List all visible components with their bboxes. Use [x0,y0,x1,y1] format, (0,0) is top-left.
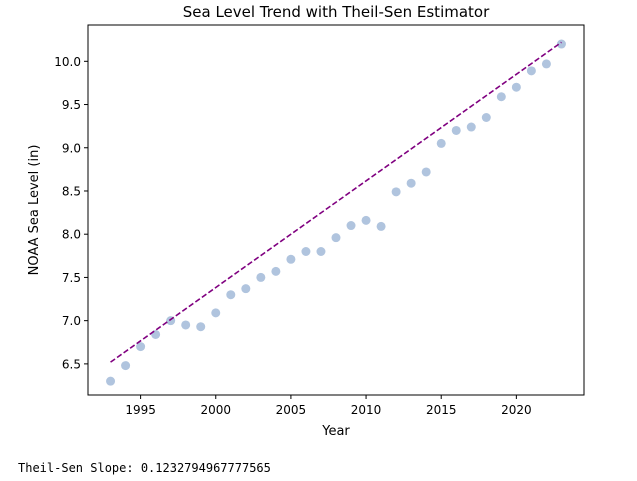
data-point [331,233,341,243]
data-point [541,59,551,69]
data-point [106,376,116,386]
data-point [451,125,461,135]
y-axis-label: NOAA Sea Level (in) [27,145,42,276]
data-point [226,290,236,300]
y-tick-label: 9.5 [62,98,81,112]
data-point [361,215,371,225]
data-point [151,329,161,339]
data-point [121,361,131,371]
data-point [391,187,401,197]
theil-sen-trend-line [110,41,562,363]
data-point [466,122,476,132]
data-point [496,92,506,102]
data-point [346,221,356,231]
data-point [181,320,191,330]
slope-readout: Theil-Sen Slope: 0.1232794967777565 [18,461,271,475]
y-tick-label: 6.5 [62,357,81,371]
x-tick-label: 2010 [351,403,382,417]
plot-frame [87,24,585,396]
data-point [376,221,386,231]
y-tick-label: 9.0 [62,141,81,155]
data-point [436,138,446,148]
plot-area [87,24,585,396]
data-point [421,167,431,177]
x-tick-label: 2005 [276,403,307,417]
y-tick-label: 10.0 [54,55,81,69]
data-point [481,113,491,122]
data-point [136,342,146,352]
data-point [406,178,416,188]
data-point [316,246,326,256]
y-tick-label: 8.0 [62,228,81,242]
data-point [211,308,221,318]
data-point [556,39,566,49]
x-axis-label: Year [321,424,350,439]
data-point [286,254,296,264]
chart-title: Sea Level Trend with Theil-Sen Estimator [183,3,490,21]
y-tick-label: 7.0 [62,314,81,328]
x-tick-label: 2015 [426,403,457,417]
data-point [256,272,266,282]
data-point [241,284,251,294]
x-tick-label: 2000 [200,403,231,417]
data-point [196,322,206,332]
data-point [526,66,536,76]
data-point [301,246,311,256]
x-tick-label: 2020 [501,403,532,417]
data-point [271,266,281,276]
data-point [511,82,521,92]
y-tick-label: 7.5 [62,271,81,285]
x-tick-label: 1995 [125,403,156,417]
y-tick-label: 8.5 [62,184,81,198]
